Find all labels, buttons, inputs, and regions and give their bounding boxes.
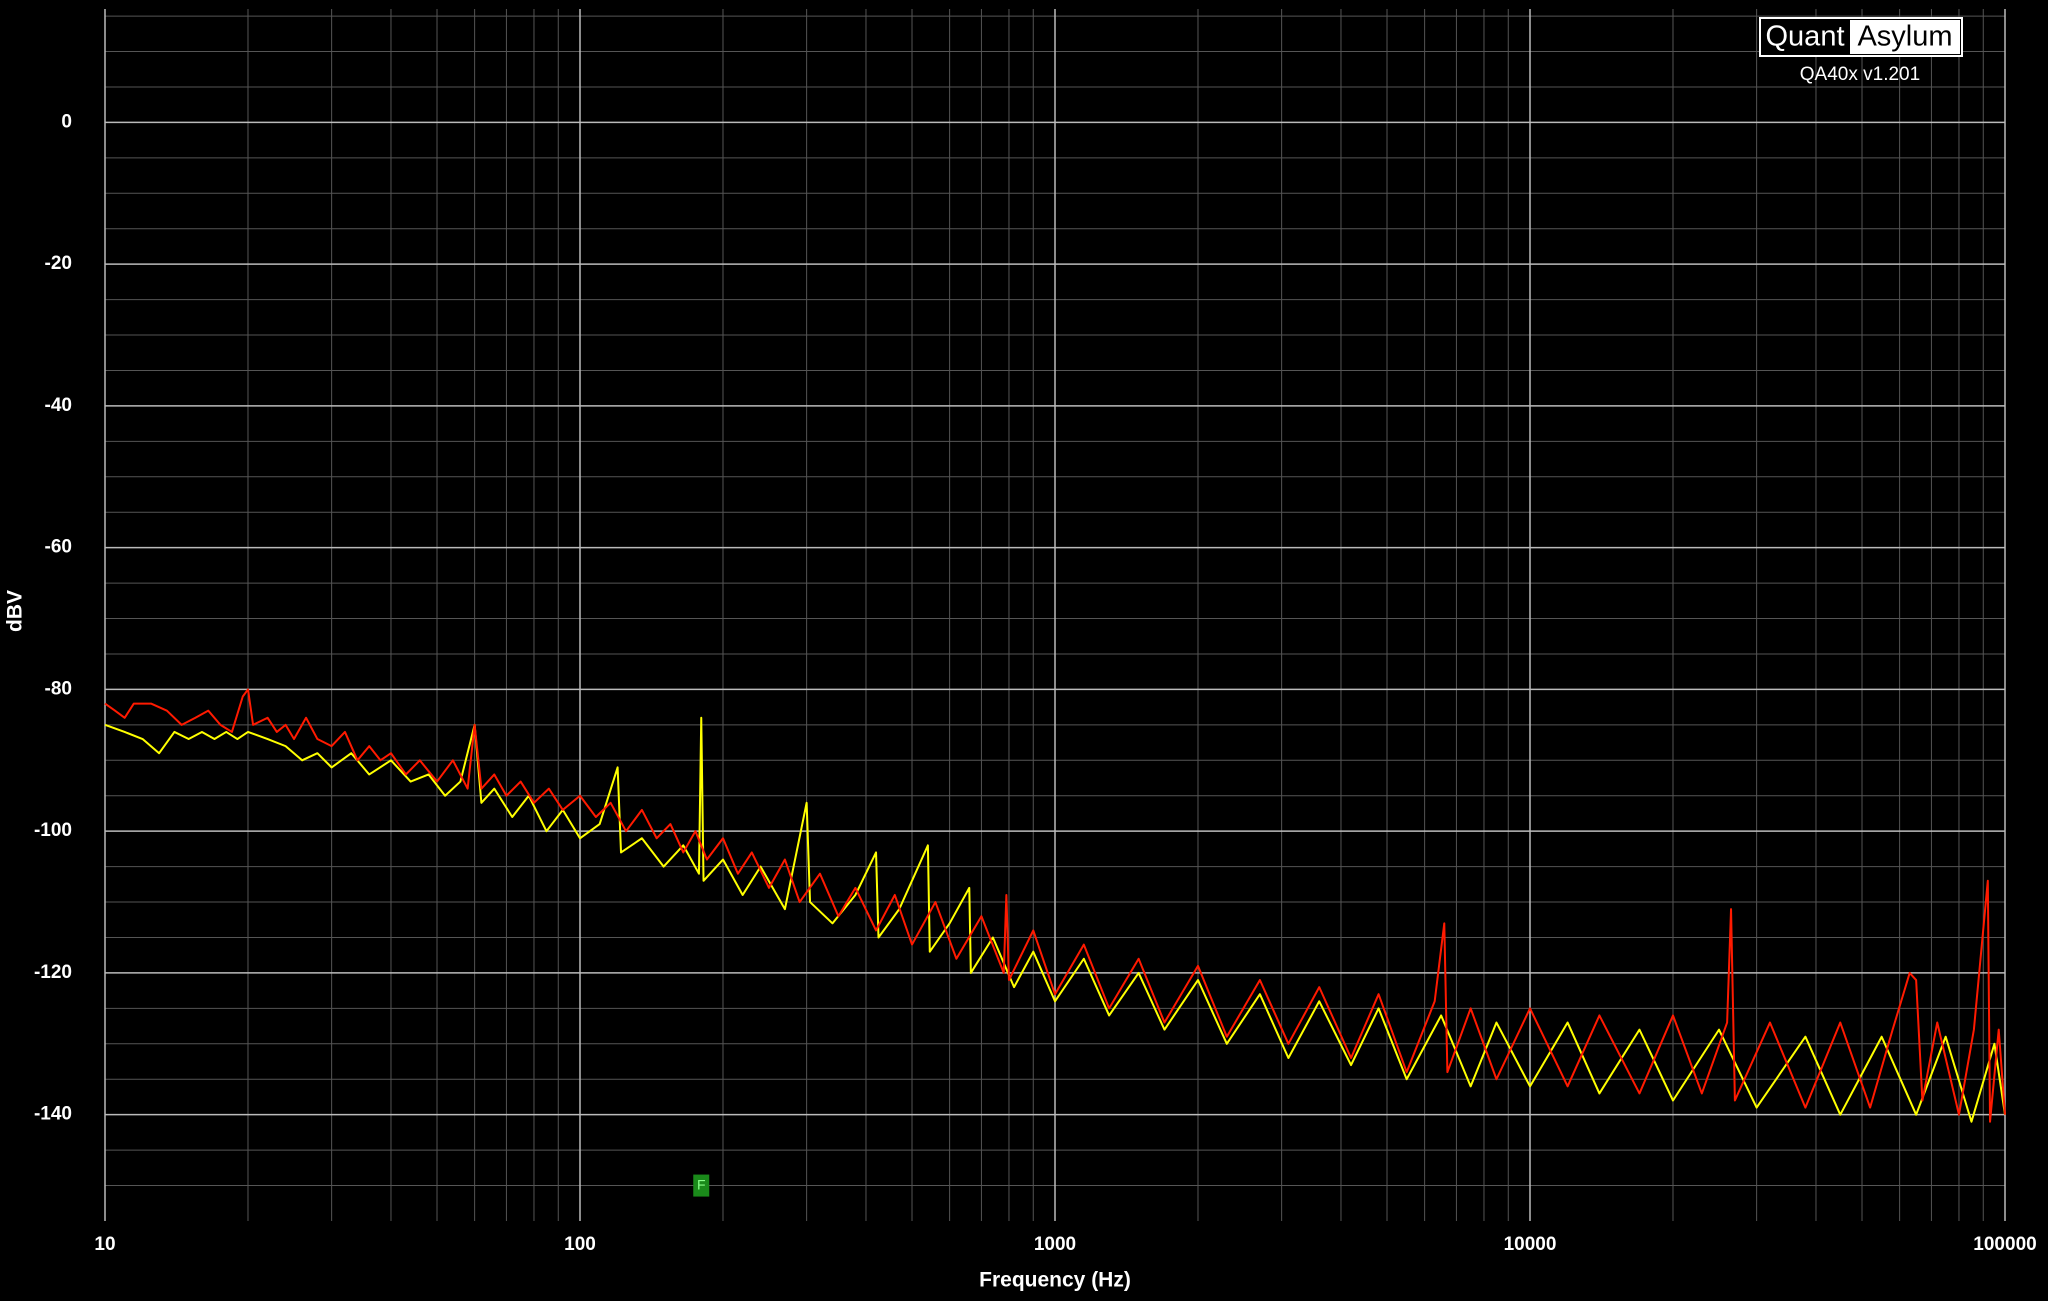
- x-tick-label: 10: [94, 1234, 115, 1255]
- y-tick-label: -40: [45, 395, 72, 416]
- y-tick-label: 0: [61, 111, 72, 132]
- logo-fill: [1850, 20, 1960, 54]
- y-tick-label: -20: [45, 253, 72, 274]
- series-line: [104, 688, 2006, 1123]
- x-axis-label: Frequency (Hz): [979, 1269, 1131, 1292]
- logo: Quant Asylum QA40x v1.201: [1759, 17, 1963, 85]
- x-tick-label: 10000: [1504, 1234, 1557, 1255]
- y-tick-label: -140: [34, 1104, 72, 1125]
- y-tick-label: -120: [34, 962, 72, 983]
- x-tick-label: 100: [564, 1234, 596, 1255]
- x-tick-label: 100000: [1973, 1234, 2036, 1255]
- marker: [693, 1174, 710, 1197]
- y-tick-label: -60: [45, 537, 72, 558]
- logo-right: Asylum: [1857, 21, 1952, 53]
- y-tick-label: -100: [34, 820, 72, 841]
- marker-label: F: [697, 1176, 706, 1192]
- y-tick-label: -80: [45, 678, 72, 699]
- logo-left: Quant: [1766, 21, 1845, 53]
- y-axis-label: dBV: [4, 590, 27, 632]
- version: QA40x v1.201: [1800, 64, 1920, 85]
- series-line: [104, 716, 2006, 1123]
- x-tick-label: 1000: [1034, 1234, 1076, 1255]
